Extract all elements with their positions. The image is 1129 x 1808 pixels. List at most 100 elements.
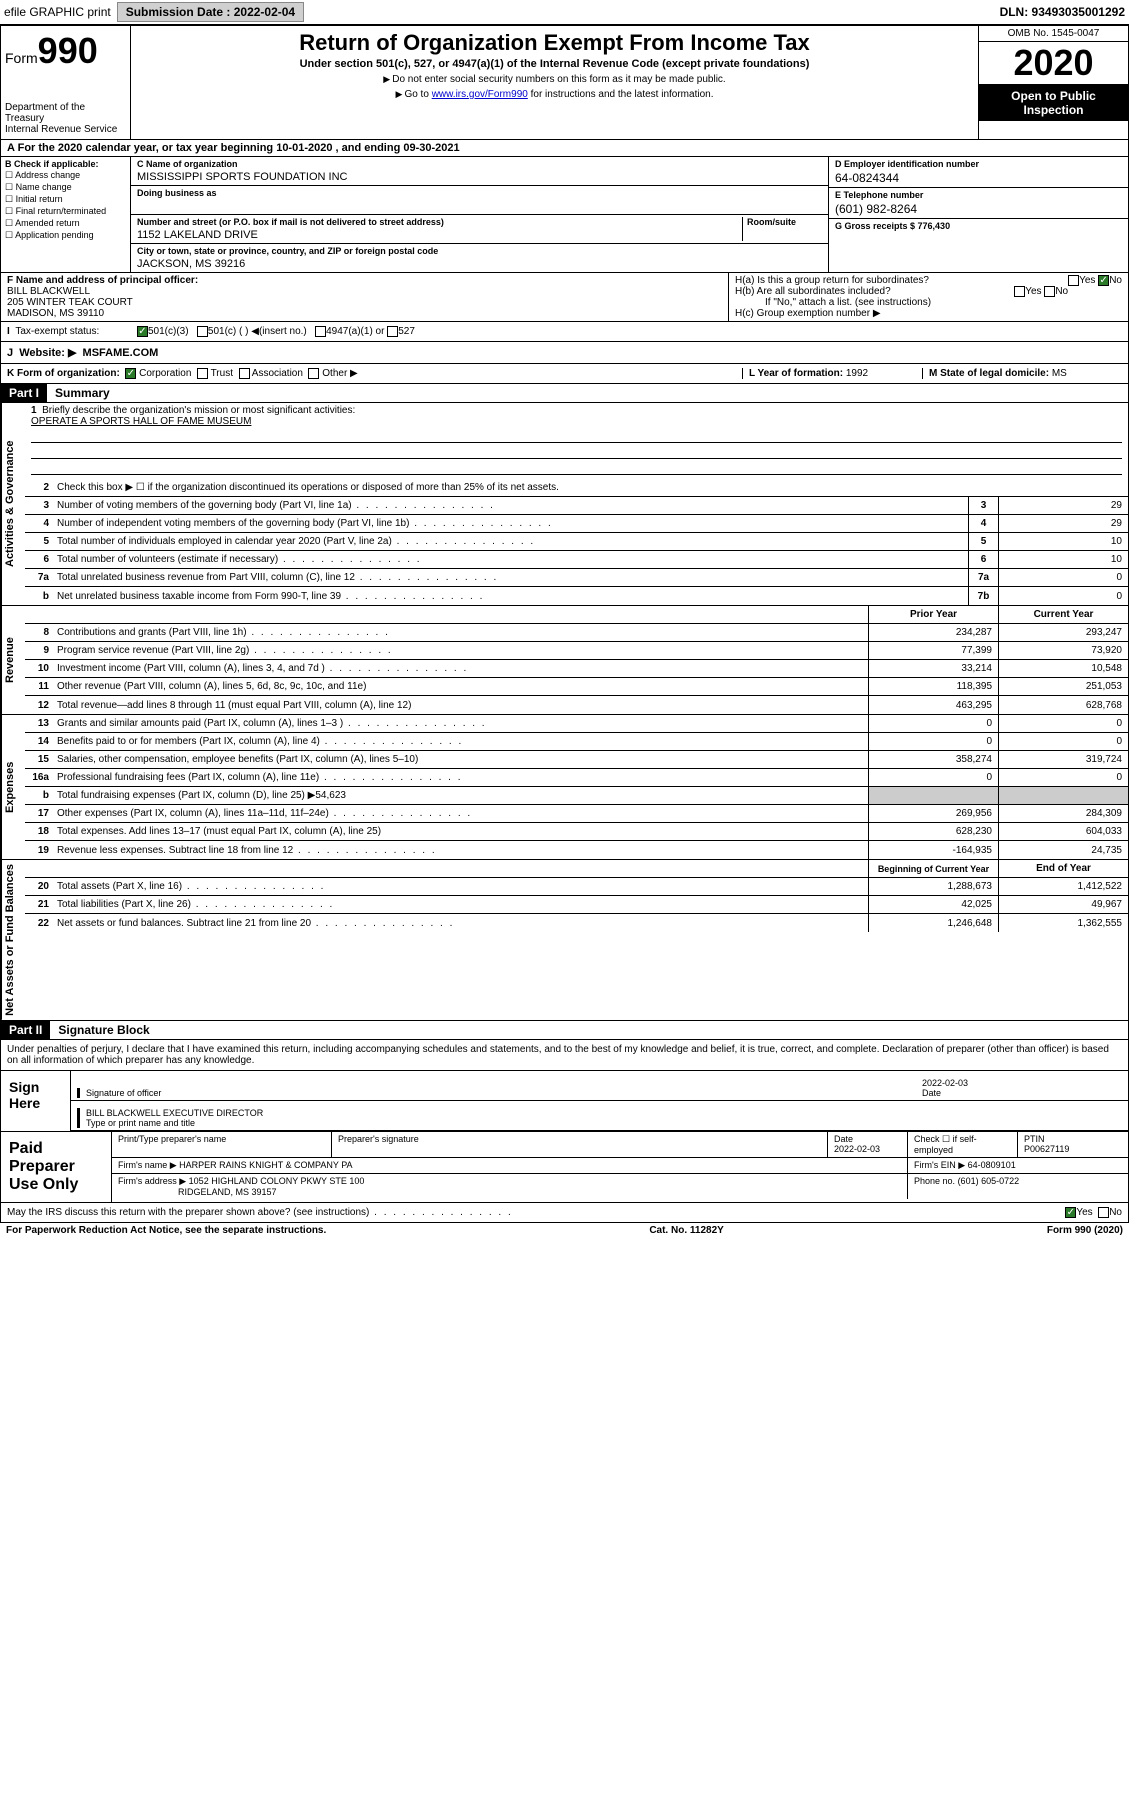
tax-exempt-row: I Tax-exempt status: ✓ 501(c)(3) 501(c) … bbox=[0, 322, 1129, 342]
chk-501c[interactable] bbox=[197, 326, 208, 337]
dln-label: DLN: 93493035001292 bbox=[1000, 5, 1125, 19]
chk-trust[interactable] bbox=[197, 368, 208, 379]
discuss-no[interactable] bbox=[1098, 1207, 1109, 1218]
val-4: 29 bbox=[998, 515, 1128, 532]
sig-date: 2022-02-03 bbox=[922, 1078, 1122, 1088]
chk-amended[interactable]: ☐ Amended return bbox=[5, 218, 126, 229]
p11: 118,395 bbox=[868, 678, 998, 695]
c9: 73,920 bbox=[998, 642, 1128, 659]
c14: 0 bbox=[998, 733, 1128, 750]
gross-receipts: G Gross receipts $ 776,430 bbox=[835, 221, 1122, 231]
p10: 33,214 bbox=[868, 660, 998, 677]
chk-address-change[interactable]: ☐ Address change bbox=[5, 170, 126, 181]
firm-addr1: 1052 HIGHLAND COLONY PKWY STE 100 bbox=[189, 1176, 365, 1186]
state-domicile: MS bbox=[1052, 368, 1067, 379]
officer-name: BILL BLACKWELL bbox=[7, 286, 722, 297]
mission-block: 1 Briefly describe the organization's mi… bbox=[25, 403, 1128, 479]
form-label: Form bbox=[5, 50, 38, 66]
val-7a: 0 bbox=[998, 569, 1128, 586]
omb-label: OMB No. 1545-0047 bbox=[979, 26, 1128, 42]
chk-corp[interactable]: ✓ bbox=[125, 368, 136, 379]
form-subtitle: Under section 501(c), 527, or 4947(a)(1)… bbox=[135, 58, 974, 70]
website-row: J Website: ▶ MSFAME.COM bbox=[0, 342, 1129, 364]
irs-link[interactable]: www.irs.gov/Form990 bbox=[432, 89, 528, 100]
chk-other[interactable] bbox=[308, 368, 319, 379]
p19: -164,935 bbox=[868, 841, 998, 859]
chk-initial-return[interactable]: ☐ Initial return bbox=[5, 194, 126, 205]
c11: 251,053 bbox=[998, 678, 1128, 695]
c17: 284,309 bbox=[998, 805, 1128, 822]
c15: 319,724 bbox=[998, 751, 1128, 768]
p9: 77,399 bbox=[868, 642, 998, 659]
ssn-note: Do not enter social security numbers on … bbox=[135, 74, 974, 85]
chk-name-change[interactable]: ☐ Name change bbox=[5, 182, 126, 193]
form-ref: Form 990 (2020) bbox=[1047, 1225, 1123, 1236]
inspection-label: Open to Public Inspection bbox=[979, 85, 1128, 121]
ha-no[interactable]: ✓ bbox=[1098, 275, 1109, 286]
discuss-yes[interactable]: ✓ bbox=[1065, 1207, 1076, 1218]
discuss-row: May the IRS discuss this return with the… bbox=[0, 1203, 1129, 1223]
irs-label: Internal Revenue Service bbox=[5, 124, 126, 135]
ha-yes[interactable] bbox=[1068, 275, 1079, 286]
chk-final-return[interactable]: ☐ Final return/terminated bbox=[5, 206, 126, 217]
sign-here-label: Sign Here bbox=[1, 1071, 71, 1131]
org-city: JACKSON, MS 39216 bbox=[137, 258, 438, 270]
header-right: OMB No. 1545-0047 2020 Open to Public In… bbox=[978, 26, 1128, 139]
p16a: 0 bbox=[868, 769, 998, 786]
dept-label: Department of the Treasury bbox=[5, 102, 126, 124]
officer-name-title: BILL BLACKWELL EXECUTIVE DIRECTOR bbox=[86, 1108, 1122, 1118]
perjury-declaration: Under penalties of perjury, I declare th… bbox=[1, 1040, 1128, 1070]
ptin: P00627119 bbox=[1024, 1144, 1069, 1154]
preparer-section: Paid Preparer Use Only Print/Type prepar… bbox=[0, 1132, 1129, 1203]
top-bar: efile GRAPHIC print Submission Date : 20… bbox=[0, 0, 1129, 25]
header-left: Form990 Department of the Treasury Inter… bbox=[1, 26, 131, 139]
firm-name: HARPER RAINS KNIGHT & COMPANY PA bbox=[179, 1160, 352, 1170]
form-title: Return of Organization Exempt From Incom… bbox=[135, 30, 974, 56]
chk-app-pending[interactable]: ☐ Application pending bbox=[5, 230, 126, 241]
signature-section: Under penalties of perjury, I declare th… bbox=[0, 1040, 1129, 1132]
chk-4947[interactable] bbox=[315, 326, 326, 337]
chk-527[interactable] bbox=[387, 326, 398, 337]
p21: 42,025 bbox=[868, 896, 998, 913]
form-number: 990 bbox=[38, 30, 98, 71]
c8: 293,247 bbox=[998, 624, 1128, 641]
chk-501c3[interactable]: ✓ bbox=[137, 326, 148, 337]
c12: 628,768 bbox=[998, 696, 1128, 714]
hb-no[interactable] bbox=[1044, 286, 1055, 297]
val-5: 10 bbox=[998, 533, 1128, 550]
paid-preparer-label: Paid Preparer Use Only bbox=[1, 1132, 111, 1202]
val-3: 29 bbox=[998, 497, 1128, 514]
hb-yes[interactable] bbox=[1014, 286, 1025, 297]
c19: 24,735 bbox=[998, 841, 1128, 859]
p12: 463,295 bbox=[868, 696, 998, 714]
chk-assoc[interactable] bbox=[239, 368, 250, 379]
c16a: 0 bbox=[998, 769, 1128, 786]
header-mid: Return of Organization Exempt From Incom… bbox=[131, 26, 978, 139]
c18: 604,033 bbox=[998, 823, 1128, 840]
org-address: 1152 LAKELAND DRIVE bbox=[137, 229, 742, 241]
year-formation: 1992 bbox=[846, 368, 868, 379]
box-b: B Check if applicable: ☐ Address change … bbox=[1, 157, 131, 272]
val-7b: 0 bbox=[998, 587, 1128, 605]
governance-section: Activities & Governance 1 Briefly descri… bbox=[0, 403, 1129, 606]
p13: 0 bbox=[868, 715, 998, 732]
ein-value: 64-0824344 bbox=[835, 171, 1122, 185]
prep-date: 2022-02-03 bbox=[834, 1144, 880, 1154]
submission-date-btn[interactable]: Submission Date : 2022-02-04 bbox=[117, 2, 304, 22]
expenses-section: Expenses 13Grants and similar amounts pa… bbox=[0, 715, 1129, 860]
p17: 269,956 bbox=[868, 805, 998, 822]
netassets-section: Net Assets or Fund Balances Beginning of… bbox=[0, 860, 1129, 1021]
klm-row: K Form of organization: ✓ Corporation Tr… bbox=[0, 364, 1129, 384]
p22: 1,246,648 bbox=[868, 914, 998, 932]
part2-header: Part II Signature Block bbox=[0, 1021, 1129, 1040]
p20: 1,288,673 bbox=[868, 878, 998, 895]
p8: 234,287 bbox=[868, 624, 998, 641]
c20: 1,412,522 bbox=[998, 878, 1128, 895]
c22: 1,362,555 bbox=[998, 914, 1128, 932]
c13: 0 bbox=[998, 715, 1128, 732]
cat-no: Cat. No. 11282Y bbox=[649, 1225, 723, 1236]
part1-header: Part I Summary bbox=[0, 384, 1129, 403]
firm-phone: (601) 605-0722 bbox=[958, 1176, 1020, 1186]
org-name: MISSISSIPPI SPORTS FOUNDATION INC bbox=[137, 171, 822, 183]
box-h: H(a) Is this a group return for subordin… bbox=[728, 273, 1128, 321]
